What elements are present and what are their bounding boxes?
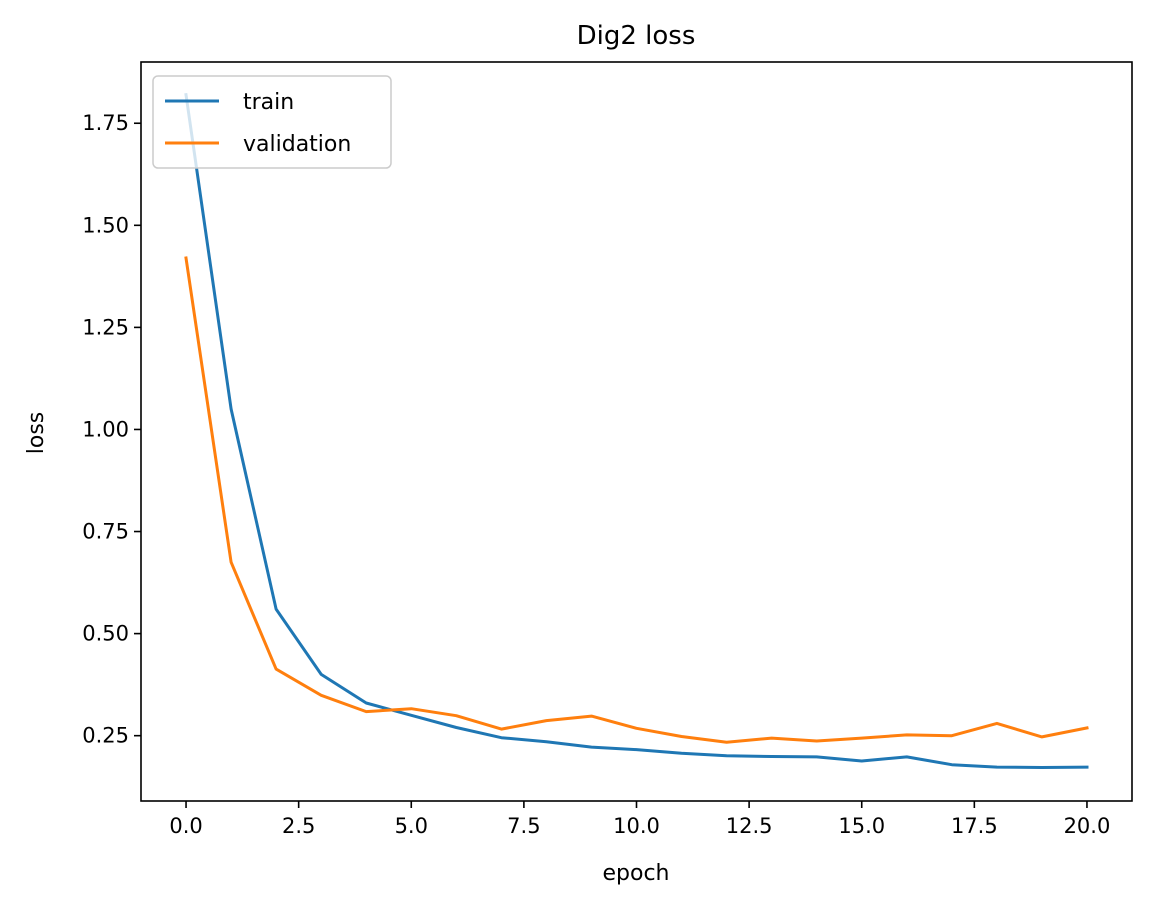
y-tick-label: 0.50 [82, 622, 129, 646]
y-tick-label: 1.25 [82, 315, 129, 339]
x-tick-label: 2.5 [282, 814, 315, 838]
x-tick-label: 10.0 [613, 814, 660, 838]
legend-box [152, 75, 392, 169]
series-line-train [184, 93, 1089, 769]
series-layer [184, 93, 1089, 769]
x-tick-label: 15.0 [838, 814, 885, 838]
y-axis: 0.25 0.50 0.75 1.00 1.25 1.50 1.75 [82, 111, 141, 748]
legend: train validation [152, 75, 392, 169]
legend-label-train: train [243, 90, 294, 115]
x-tick-label: 20.0 [1064, 814, 1111, 838]
y-tick-label: 1.75 [82, 111, 129, 135]
series-line-validation [184, 256, 1089, 744]
plot-frame [140, 61, 1133, 802]
x-tick-label: 0.0 [169, 814, 202, 838]
x-tick-label: 5.0 [395, 814, 428, 838]
y-tick-label: 1.50 [82, 213, 129, 237]
x-tick-label: 12.5 [726, 814, 773, 838]
y-tick-label: 1.00 [82, 417, 129, 441]
y-tick-label: 0.25 [82, 724, 129, 748]
plot-area [140, 61, 1133, 802]
x-axis: 0.0 2.5 5.0 7.5 10.0 12.5 15.0 17.5 20.0 [169, 801, 1110, 838]
legend-label-validation: validation [243, 132, 351, 157]
x-axis-label: epoch [603, 861, 670, 886]
x-tick-label: 17.5 [951, 814, 998, 838]
x-tick-label: 7.5 [507, 814, 540, 838]
y-axis-label: loss [24, 412, 49, 455]
y-tick-label: 0.75 [82, 520, 129, 544]
chart-title: Dig2 loss [577, 21, 696, 51]
